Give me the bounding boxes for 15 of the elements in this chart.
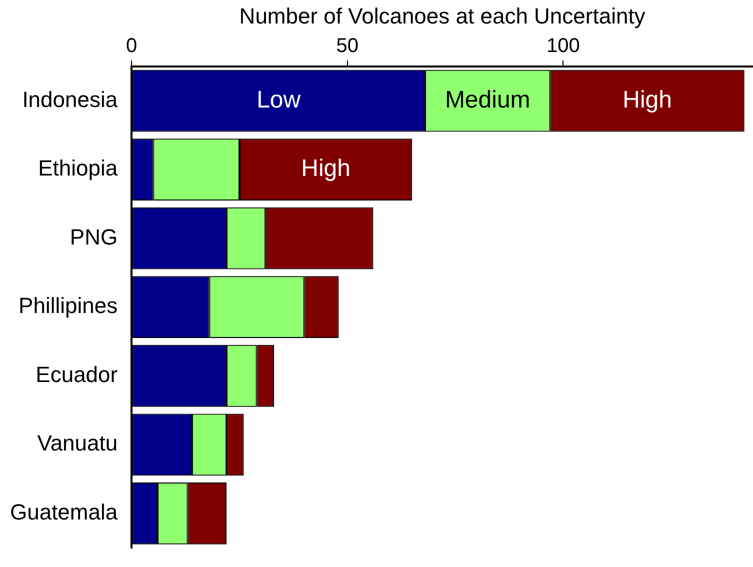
- series-label: High: [622, 86, 672, 114]
- y-tick-label: PNG: [70, 224, 118, 250]
- y-tick-label: Vanuatu: [37, 430, 118, 456]
- x-tick-label: 50: [336, 34, 358, 57]
- x-tick-label: 0: [126, 34, 138, 57]
- x-tick-label: 100: [546, 34, 580, 57]
- y-tick-label: Ethiopia: [38, 156, 118, 181]
- y-tick-label: Indonesia: [22, 86, 118, 112]
- y-tick-label: Phillipines: [18, 293, 118, 318]
- series-label: Low: [256, 86, 302, 114]
- annotation: High: [301, 155, 350, 182]
- series-label: Medium: [444, 86, 530, 114]
- y-tick-label: Guatemala: [10, 499, 118, 524]
- y-tick-label: Ecuador: [36, 362, 118, 387]
- x-axis-title: Number of Volcanoes at each Uncertainty: [239, 3, 646, 28]
